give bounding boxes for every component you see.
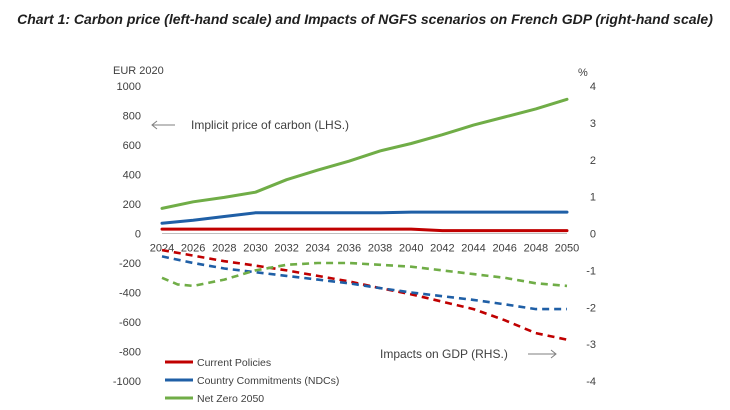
right-tick-label: -4 <box>586 376 596 388</box>
gdp-annotation: Impacts on GDP (RHS.) <box>380 347 508 361</box>
x-tick-label: 2038 <box>368 243 392 255</box>
series-2-carbon-price-line <box>160 97 569 210</box>
right-tick-label: -2 <box>586 302 596 314</box>
left-tick-label: -600 <box>119 317 141 329</box>
right-axis-ticks: %4 3 2 1 0 -1 -2 -3 -4 <box>578 67 596 388</box>
x-tick-label: 2026 <box>181 243 205 255</box>
left-tick-label: 200 <box>123 199 141 211</box>
right-tick-label: 1 <box>590 192 596 204</box>
left-tick-label: 400 <box>123 170 141 182</box>
series-0-carbon-price-line <box>160 227 569 233</box>
left-tick-label: 1000 <box>117 81 141 93</box>
price-annotation: Implicit price of carbon (LHS.) <box>191 118 349 132</box>
series-2-gdp-impact-line <box>161 261 568 288</box>
x-tick-label: 2046 <box>492 243 516 255</box>
x-tick-label: 2030 <box>243 243 267 255</box>
x-tick-label: 2024 <box>150 243 174 255</box>
x-tick-label: 2036 <box>337 243 361 255</box>
price-arrow-head <box>151 120 158 130</box>
series-1-carbon-price-line <box>160 210 569 225</box>
right-tick-label: 4 <box>590 81 596 93</box>
legend: Current Policies Country Commitments (NDC… <box>165 357 339 405</box>
x-tick-label: 2034 <box>306 243 330 255</box>
left-tick-label: -400 <box>119 288 141 300</box>
right-tick-label: 0 <box>590 229 596 241</box>
left-axis-ticks: EUR 2020 1000 800 600 400 200 0 -200 -400 -600 -80… <box>113 65 164 388</box>
chart-title: Chart 1: Carbon price (left-hand scale) … <box>17 11 713 27</box>
x-tick-label: 2048 <box>524 243 548 255</box>
x-tick-label: 2050 <box>555 243 579 255</box>
x-tick-label: 2032 <box>274 243 298 255</box>
legend-label-1: Country Commitments (NDCs) <box>197 375 339 387</box>
left-tick-label: 600 <box>123 140 141 152</box>
series-1-gdp-impact-line <box>161 255 567 311</box>
right-tick-label: -3 <box>586 339 596 351</box>
left-tick-label: -200 <box>119 258 141 270</box>
x-tick-label: 2042 <box>430 243 454 255</box>
left-tick-label: 800 <box>123 111 141 123</box>
annotations: Implicit price of carbon (LHS.) Impacts o… <box>151 118 557 361</box>
series-lines <box>160 97 569 341</box>
legend-label-2: Net Zero 2050 <box>197 393 264 405</box>
left-tick-label: -800 <box>119 347 141 359</box>
x-tick-label: 2044 <box>461 243 485 255</box>
x-tick-label: 2040 <box>399 243 423 255</box>
right-tick-label: 3 <box>590 118 596 130</box>
x-tick-label: 2028 <box>212 243 236 255</box>
left-tick-label: -1000 <box>113 376 141 388</box>
left-tick-label: 0 <box>135 229 141 241</box>
gdp-arrow-head <box>550 349 557 359</box>
right-tick-label: -1 <box>586 265 596 277</box>
right-axis-unit: % <box>578 67 588 79</box>
left-axis-unit: EUR 2020 <box>113 65 164 77</box>
legend-label-0: Current Policies <box>197 357 271 369</box>
right-tick-label: 2 <box>590 155 596 167</box>
x-axis-ticks: 2024 2026 2028 2030 2032 2034 2036 2038 2040 2042… <box>150 243 579 255</box>
